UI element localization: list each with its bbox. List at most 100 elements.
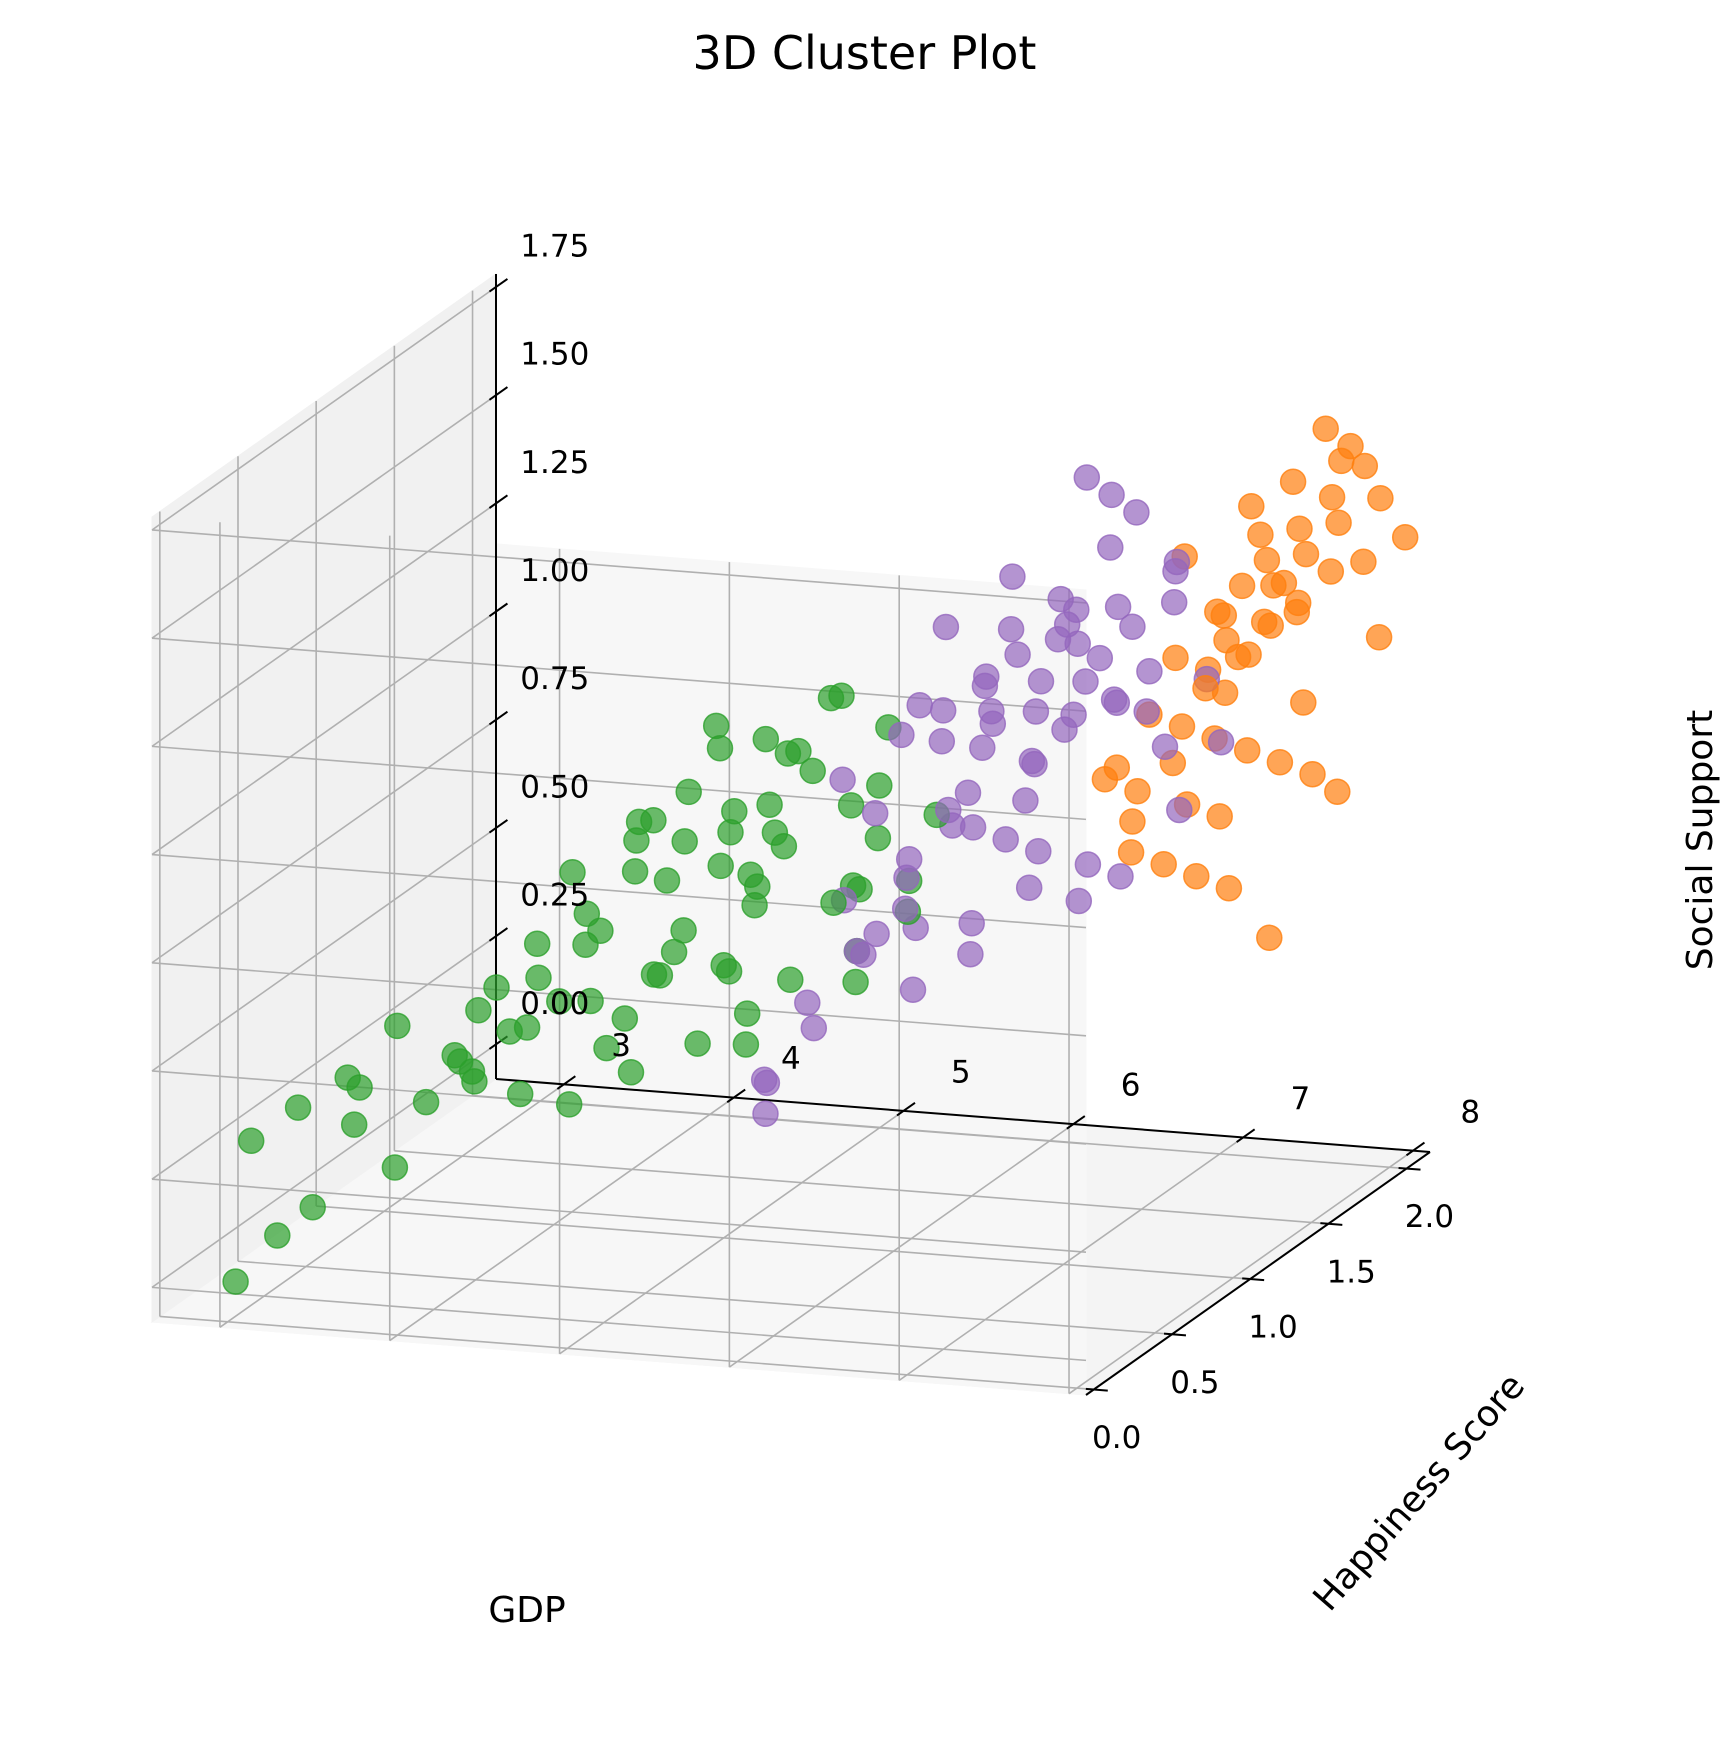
z-tick-mark bbox=[488, 494, 509, 509]
data-point bbox=[340, 1111, 368, 1138]
data-point bbox=[794, 989, 821, 1017]
x-tick-mark bbox=[1242, 1277, 1265, 1282]
data-point bbox=[864, 824, 892, 852]
z-tick-mark bbox=[488, 278, 509, 293]
x-tick-label: 1.0 bbox=[1248, 1310, 1297, 1346]
data-point bbox=[1124, 777, 1151, 805]
y-tick-mark bbox=[1405, 1141, 1426, 1157]
data-point bbox=[1206, 803, 1233, 830]
data-point bbox=[1325, 509, 1352, 536]
x-grid-line bbox=[394, 1149, 1329, 1225]
axes-grid bbox=[151, 286, 1414, 1395]
data-point bbox=[1290, 689, 1317, 716]
x-grid-line bbox=[159, 1315, 1094, 1391]
data-point bbox=[1086, 644, 1114, 672]
data-point bbox=[969, 734, 996, 761]
data-point bbox=[1160, 588, 1188, 616]
y-grid-line bbox=[898, 1136, 1244, 1382]
z-grid-line bbox=[151, 827, 497, 1072]
z-tick-label: 1.75 bbox=[520, 228, 589, 264]
data-point bbox=[820, 889, 847, 916]
data-point bbox=[1324, 778, 1351, 805]
data-point bbox=[1091, 766, 1119, 793]
z-grid-line bbox=[151, 286, 497, 531]
data-point bbox=[1168, 713, 1196, 740]
data-point bbox=[1215, 874, 1243, 902]
x-tick-label: 0.5 bbox=[1170, 1365, 1219, 1401]
data-point bbox=[721, 798, 748, 825]
data-point bbox=[978, 698, 1005, 725]
data-point bbox=[935, 796, 962, 824]
data-point bbox=[971, 672, 999, 700]
data-point bbox=[1119, 808, 1146, 835]
data-point bbox=[1015, 874, 1043, 901]
data-point bbox=[1266, 749, 1294, 776]
data-point bbox=[546, 988, 573, 1015]
data-point bbox=[752, 725, 780, 753]
data-point bbox=[750, 1066, 778, 1094]
data-point bbox=[1166, 796, 1193, 824]
z-tick-label: 0.00 bbox=[520, 986, 589, 1022]
data-point bbox=[1318, 484, 1346, 511]
x-tick-mark bbox=[1163, 1332, 1187, 1337]
data-point bbox=[1047, 585, 1074, 613]
data-point bbox=[997, 615, 1025, 643]
data-point bbox=[817, 684, 845, 712]
data-point bbox=[1004, 641, 1031, 668]
data-point bbox=[1136, 658, 1163, 685]
data-point bbox=[1253, 546, 1281, 574]
x-tick-label: 0.0 bbox=[1092, 1420, 1141, 1456]
x-tick-mark bbox=[1085, 1387, 1108, 1392]
data-points bbox=[222, 415, 1419, 1295]
data-point bbox=[891, 895, 919, 922]
data-point bbox=[1260, 572, 1287, 599]
z-grid-line bbox=[151, 719, 497, 964]
y-tick-mark bbox=[1236, 1128, 1256, 1143]
data-point bbox=[1192, 675, 1219, 702]
x-tick-mark bbox=[1398, 1166, 1421, 1171]
data-point bbox=[1150, 851, 1177, 878]
z-grid-line bbox=[151, 1070, 1087, 1145]
data-point bbox=[706, 734, 734, 762]
y-grid-line bbox=[219, 1083, 565, 1328]
y-grid-line bbox=[728, 1123, 1074, 1368]
data-point bbox=[573, 900, 601, 928]
x-tick-label: 2.0 bbox=[1405, 1199, 1454, 1235]
z-axis-label: Social Support bbox=[1680, 710, 1721, 971]
z-grid-line bbox=[151, 961, 1087, 1037]
tick-labels: 0.0 0.5 1.0 1.5 2.0 3 4 5 6 7 8 0.00 0.25 0.50 0.75 1.0… bbox=[520, 228, 1480, 1456]
data-point bbox=[611, 1005, 639, 1032]
data-point bbox=[1292, 540, 1320, 568]
data-point bbox=[861, 800, 889, 827]
z-tick-label: 0.50 bbox=[520, 769, 589, 805]
data-point bbox=[906, 692, 933, 719]
data-point bbox=[756, 791, 783, 818]
y-tick-mark bbox=[896, 1101, 916, 1117]
x-axis-label: GDP bbox=[488, 1590, 565, 1631]
data-point bbox=[1044, 626, 1072, 653]
data-point bbox=[640, 806, 667, 834]
z-tick-label: 1.00 bbox=[520, 553, 589, 589]
y-tick-label: 3 bbox=[611, 1028, 631, 1064]
data-point bbox=[774, 740, 802, 767]
x-axis-line bbox=[1085, 1151, 1431, 1396]
data-point bbox=[1151, 733, 1179, 761]
data-point bbox=[1228, 572, 1256, 600]
data-point bbox=[842, 968, 869, 996]
data-point bbox=[1012, 787, 1039, 814]
y-tick-mark bbox=[1066, 1115, 1086, 1130]
data-point bbox=[1107, 863, 1134, 890]
data-point bbox=[958, 910, 985, 937]
data-point bbox=[671, 828, 698, 855]
data-point bbox=[465, 997, 492, 1024]
data-point bbox=[954, 779, 982, 807]
data-point bbox=[1283, 598, 1311, 626]
y-tick-label: 5 bbox=[951, 1054, 971, 1090]
data-point bbox=[284, 1094, 312, 1121]
data-point bbox=[1074, 851, 1102, 878]
data-point bbox=[800, 1014, 828, 1042]
data-point bbox=[237, 1127, 265, 1155]
data-point bbox=[441, 1042, 468, 1069]
z-grid-line bbox=[151, 610, 497, 856]
y-grid-line bbox=[389, 1096, 735, 1342]
